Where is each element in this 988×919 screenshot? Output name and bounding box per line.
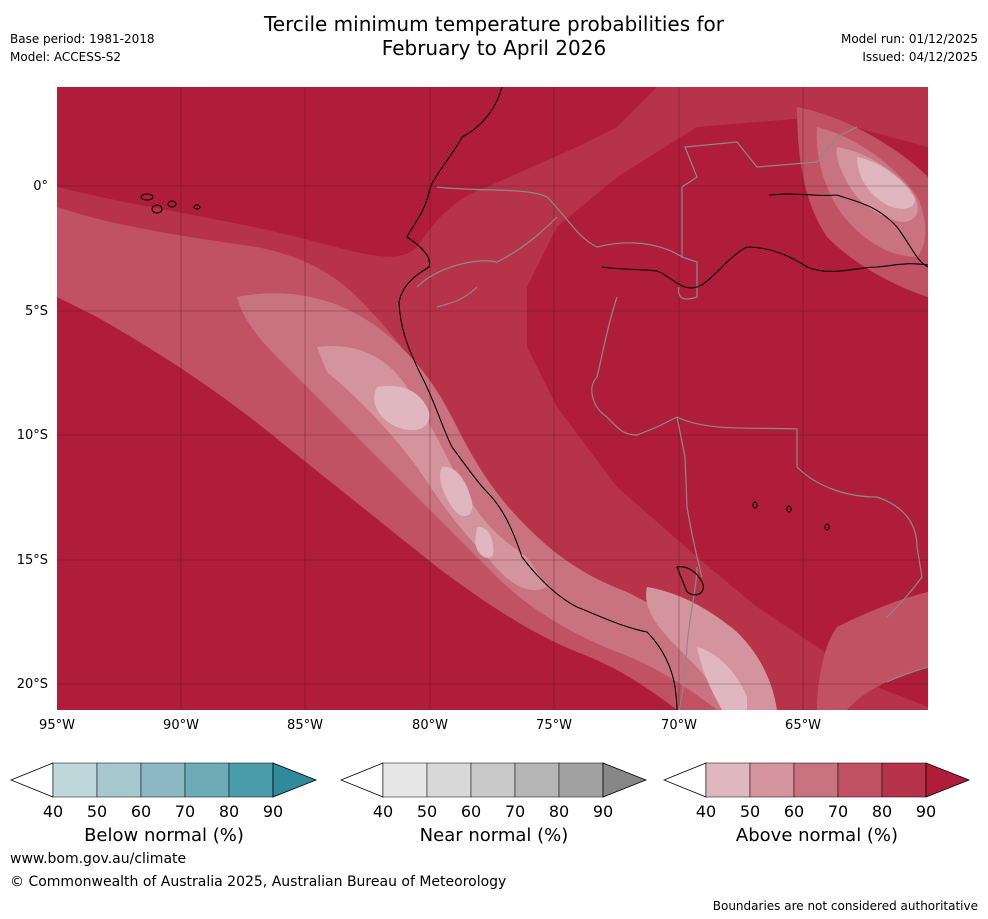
base-period-label: Base period: 1981-2018 [10, 32, 155, 46]
issued-label: Issued: 04/12/2025 [862, 50, 978, 64]
near-tick-60: 60 [460, 802, 482, 821]
below-tick-60: 60 [130, 802, 152, 821]
map-fill-80-band [57, 87, 928, 710]
lat-label-5s: 5°S [24, 304, 48, 319]
lon-label-70w: 70°W [661, 718, 697, 733]
probability-map [57, 86, 929, 711]
lat-label-20s: 20°S [16, 677, 48, 692]
right-meta: Model run: 01/12/2025 Issued: 04/12/2025 [841, 30, 978, 66]
above-tick-60: 60 [783, 802, 805, 821]
map-fill-40-patch-e [857, 157, 915, 209]
country-borders [416, 126, 929, 711]
model-label: Model: ACCESS-S2 [10, 50, 122, 64]
colorbar-above-normal: 40 50 60 70 80 90 Above normal (%) [663, 762, 971, 852]
above-tick-80: 80 [871, 802, 893, 821]
model-run-label: Model run: 01/12/2025 [840, 32, 978, 46]
disclaimer-text: Boundaries are not considered authoritat… [712, 899, 978, 913]
map-fill-40-patch-b [440, 466, 473, 517]
lon-label-65w: 65°W [785, 718, 821, 733]
below-tick-40: 40 [42, 802, 64, 821]
title-line-1: Tercile minimum temperature probabilitie… [263, 12, 725, 36]
below-tick-70: 70 [174, 802, 196, 821]
above-tick-40: 40 [695, 802, 717, 821]
below-tick-80: 80 [218, 802, 240, 821]
below-tick-50: 50 [86, 802, 108, 821]
colorbar-above-title: Above normal (%) [735, 825, 899, 846]
map-fill-40-patch-a [374, 385, 430, 431]
lon-label-75w: 75°W [536, 718, 572, 733]
near-tick-70: 70 [504, 802, 526, 821]
near-tick-90: 90 [592, 802, 614, 821]
lat-label-10s: 10°S [16, 428, 48, 443]
above-tick-50: 50 [739, 802, 761, 821]
colorbar-near-ticks: 40 50 60 70 80 90 [340, 802, 648, 822]
lon-label-95w: 95°W [39, 718, 75, 733]
near-tick-50: 50 [416, 802, 438, 821]
colorbar-near-normal: 40 50 60 70 80 90 Near normal (%) [340, 762, 648, 852]
left-meta: Base period: 1981-2018 Model: ACCESS-S2 [10, 30, 155, 66]
colorbar-above-ticks: 40 50 60 70 80 90 [663, 802, 971, 822]
colorbar-above-svg [663, 762, 971, 798]
colorbar-below-title: Below normal (%) [84, 825, 244, 846]
above-tick-70: 70 [827, 802, 849, 821]
map-fill-40-patch-c [475, 526, 494, 558]
lon-label-90w: 90°W [163, 718, 199, 733]
above-tick-90: 90 [915, 802, 937, 821]
chart-title: Tercile minimum temperature probabilitie… [0, 12, 988, 60]
map-canvas [57, 86, 929, 711]
lon-label-80w: 80°W [412, 718, 448, 733]
coastlines [140, 86, 929, 711]
below-tick-90: 90 [262, 802, 284, 821]
copyright-text: © Commonwealth of Australia 2025, Austra… [10, 874, 507, 890]
title-line-2: February to April 2026 [381, 36, 607, 60]
map-fill-50-band [317, 346, 547, 591]
colorbar-below-svg [10, 762, 318, 798]
lon-label-85w: 85°W [287, 718, 323, 733]
map-fill-40-patch-d [697, 647, 747, 710]
website-link[interactable]: www.bom.gov.au/climate [10, 851, 187, 867]
colorbar-below-normal: 40 50 60 70 80 90 Below normal (%) [10, 762, 318, 852]
near-tick-80: 80 [548, 802, 570, 821]
colorbar-near-title: Near normal (%) [419, 825, 569, 846]
graticule [57, 87, 928, 710]
colorbar-near-svg [340, 762, 648, 798]
lat-label-0: 0° [33, 179, 48, 194]
lat-label-15s: 15°S [16, 553, 48, 568]
near-tick-40: 40 [372, 802, 394, 821]
map-fill-70-south [817, 592, 928, 710]
colorbar-below-ticks: 40 50 60 70 80 90 [10, 802, 318, 822]
